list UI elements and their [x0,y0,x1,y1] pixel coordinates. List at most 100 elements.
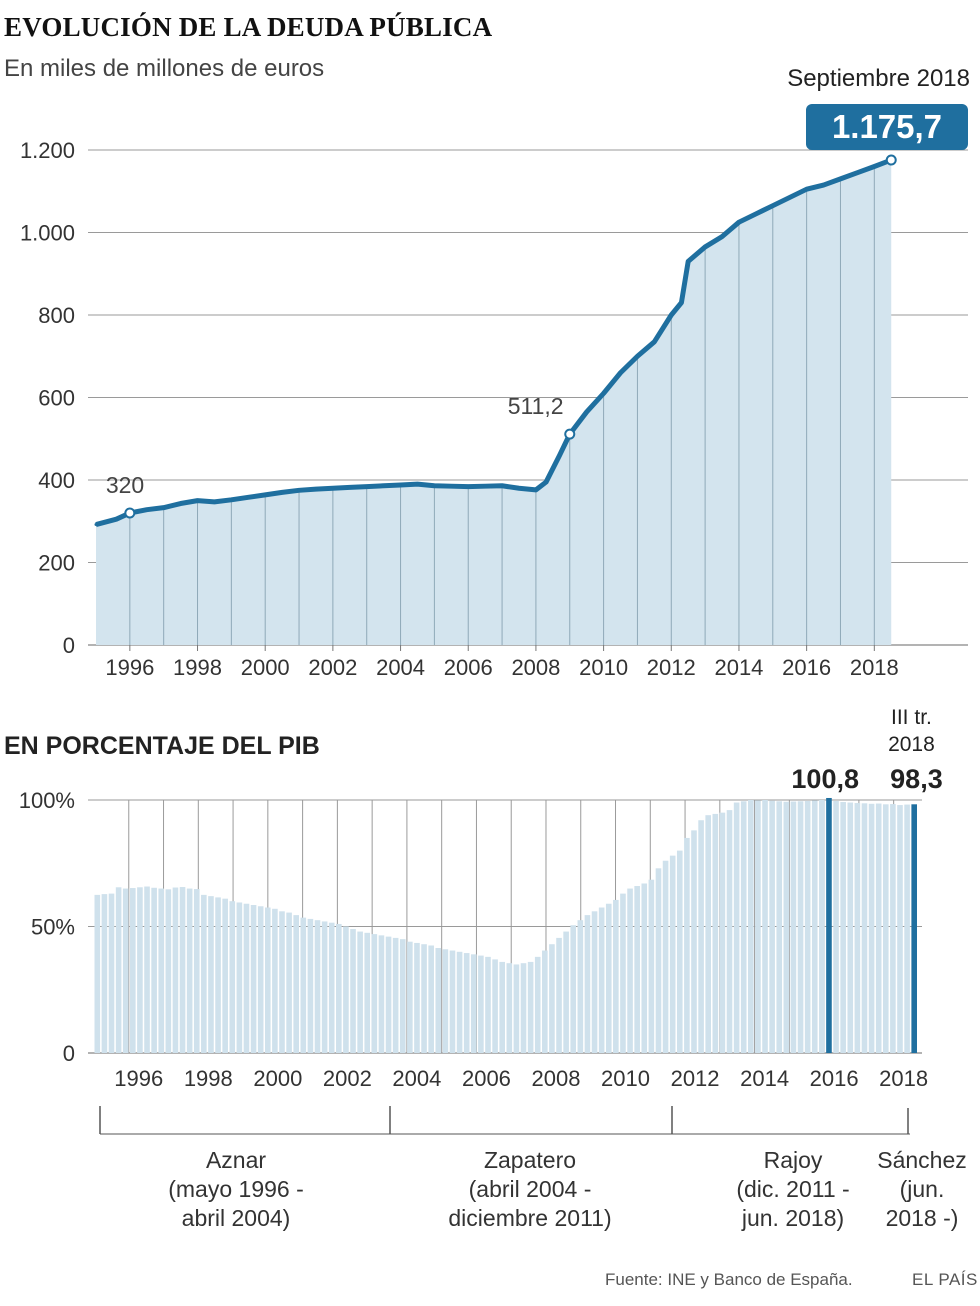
bar [201,894,207,1053]
bar [399,939,406,1053]
data-point [788,195,792,199]
timeline-label: (dic. 2011 - [736,1176,849,1202]
bar [243,903,250,1053]
annotation-caption: Septiembre 2018 [787,65,970,92]
bar [811,800,818,1053]
bar [222,898,228,1053]
data-point [263,493,267,497]
data-point [544,480,548,484]
bar [229,901,236,1053]
timeline-label: (mayo 1996 - [168,1176,304,1202]
bar [833,801,839,1053]
timeline-label: Aznar [206,1147,266,1173]
data-point [314,487,318,491]
x-tick-label: 1998 [184,1066,233,1091]
timeline-label: diciembre 2011) [448,1205,611,1231]
data-point [754,212,758,216]
bar [868,803,875,1053]
bar [215,897,221,1053]
bar [371,934,378,1053]
data-point [212,500,216,504]
bar [300,917,307,1053]
bar-chart-title: EN PORCENTAJE DEL PIB [4,732,320,760]
bar [130,888,136,1053]
data-point [855,171,859,175]
bar [257,906,264,1053]
x-tick-label: 2018 [850,655,899,680]
data-point [679,301,683,305]
data-point [196,499,200,503]
bar [762,800,768,1053]
bar [321,921,328,1053]
bar [385,936,392,1053]
highlight-caption: 2018 [888,733,935,756]
bar [364,932,371,1053]
data-point [280,490,284,494]
bar [634,886,640,1053]
bar [527,961,534,1053]
highlight-caption: III tr. [891,706,932,729]
bar [193,889,200,1053]
bar [577,920,584,1053]
x-tick-label: 2014 [714,655,763,680]
bar [542,950,548,1053]
bar [428,945,434,1053]
timeline-label: Sánchez [877,1147,967,1173]
bar [350,929,356,1053]
bar [733,802,740,1053]
x-tick-label: 2002 [308,655,357,680]
bar [492,959,498,1053]
data-point [558,453,562,457]
x-tick-label: 2004 [392,1066,441,1091]
bar [470,954,477,1053]
bar [151,887,157,1053]
x-tick-label: 2012 [647,655,696,680]
chart-subtitle: En miles de millones de euros [4,55,325,82]
bar [101,894,108,1053]
bar [804,801,811,1053]
bar [655,868,662,1053]
data-point [805,187,809,191]
bar [392,937,399,1053]
bar [591,911,598,1053]
bar [691,830,697,1053]
bar [336,923,342,1053]
data-point [534,488,538,492]
bar [627,888,633,1053]
bar [890,804,896,1053]
chart-title: EVOLUCIÓN DE LA DEUDA PÚBLICA [4,12,493,42]
bar [613,899,619,1053]
bar [705,815,711,1053]
bar [499,961,505,1053]
x-tick-label: 2008 [511,655,560,680]
data-point [297,488,301,492]
x-tick-label: 1998 [173,655,222,680]
data-point [838,177,842,181]
bar [279,911,285,1053]
data-point [382,484,386,488]
bar [286,912,292,1053]
data-point [585,410,589,414]
data-point [703,245,707,249]
data-point [179,502,183,506]
x-tick-label: 1996 [114,1066,163,1091]
data-point [331,486,335,490]
data-point [229,498,233,502]
data-point [415,482,419,486]
x-tick-label: 2010 [601,1066,650,1091]
bar [776,801,783,1053]
highlight-bar [826,797,832,1053]
bar [414,942,420,1053]
bar [208,896,214,1053]
bar [293,915,299,1053]
bar [769,800,775,1053]
x-tick-label: 2006 [444,655,493,680]
bar [662,860,669,1053]
timeline-label: jun. 2018) [741,1205,844,1231]
y-tick-label: 0 [63,633,75,658]
highlight-bar [911,804,917,1053]
bar [847,802,854,1053]
y-tick-label: 200 [38,551,75,576]
timeline-label: (jun. [900,1176,945,1202]
brand-logo: EL PAÍS [912,1270,978,1289]
